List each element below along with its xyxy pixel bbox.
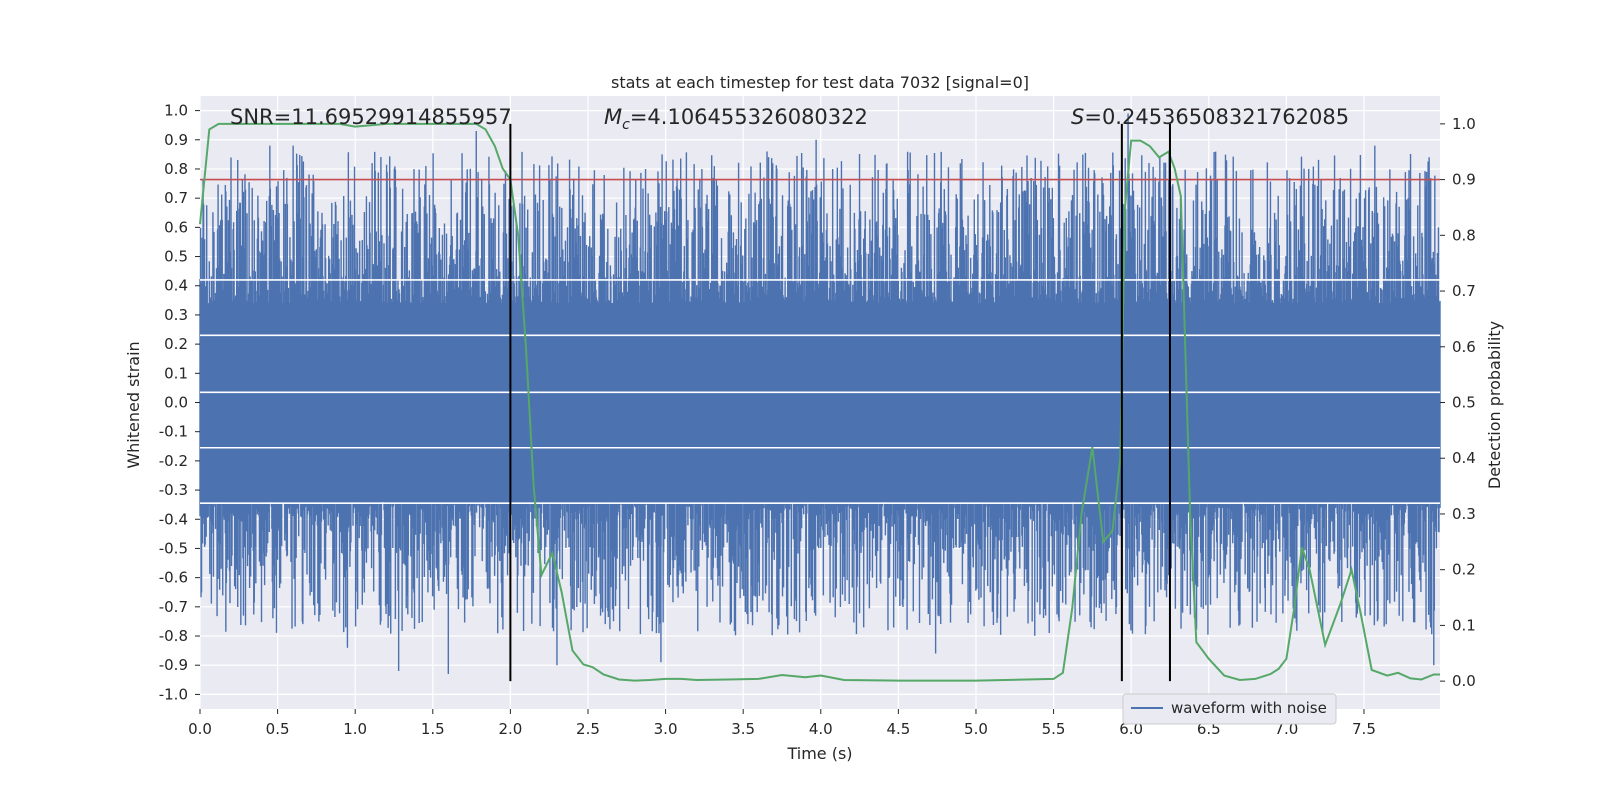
y-left-tick-label-12: -0.2 <box>159 452 188 470</box>
chirp-mass-symbol: M <box>604 105 622 129</box>
y-left-tick-label-20: -1.0 <box>159 685 188 703</box>
y-left-tick-label-17: -0.7 <box>159 598 188 616</box>
x-tick-label-6: 3.0 <box>654 720 678 738</box>
y-left-tick-label-0: 1.0 <box>164 102 188 120</box>
y-axis-left-ticks: 1.0 0.9 0.8 0.7 0.6 0.5 0.4 0.3 0.2 0.1 0.0 -0.1 -0.… <box>159 102 200 703</box>
y-left-tick-label-10: 0.0 <box>164 394 188 412</box>
y-right-tick-label-10: 0.0 <box>1452 672 1476 690</box>
probability-line <box>199 122 1440 682</box>
x-tick-label-11: 5.5 <box>1042 720 1066 738</box>
y-right-tick-label-4: 0.6 <box>1452 338 1476 356</box>
y-axis-right-ticks: 1.0 0.9 0.8 0.7 0.6 0.5 0.4 0.3 0.2 0.1 0.0 <box>1440 115 1476 690</box>
y-right-tick-label-8: 0.2 <box>1452 561 1476 579</box>
waveform-series <box>199 113 1441 674</box>
y-left-tick-label-5: 0.5 <box>164 248 188 266</box>
y-left-tick-label-15: -0.5 <box>159 539 188 557</box>
waveform-core-band <box>200 303 1440 502</box>
y-left-tick-label-18: -0.8 <box>159 627 188 645</box>
y-right-tick-label-9: 0.1 <box>1452 616 1476 634</box>
y-right-tick-label-1: 0.9 <box>1452 171 1476 189</box>
y-left-tick-label-9: 0.1 <box>164 364 188 382</box>
y-left-tick-label-19: -0.9 <box>159 656 188 674</box>
y-right-tick-label-3: 0.7 <box>1452 282 1476 300</box>
legend-box <box>1122 693 1337 725</box>
y-left-tick-label-8: 0.2 <box>164 335 188 353</box>
x-tick-label-7: 3.5 <box>731 720 755 738</box>
y-right-tick-label-5: 0.5 <box>1452 394 1476 412</box>
chirp-mass-annotation: Mc=4.106455326080322 <box>604 105 868 133</box>
y-left-tick-label-14: -0.4 <box>159 510 188 528</box>
snr-annotation: SNR=11.69529914855957 <box>230 105 512 129</box>
y-left-tick-label-4: 0.6 <box>164 218 188 236</box>
chirp-mass-subscript: c <box>622 117 630 133</box>
x-tick-label-5: 2.5 <box>576 720 600 738</box>
x-tick-label-2: 1.0 <box>343 720 367 738</box>
legend: waveform with noise <box>1122 693 1337 725</box>
y-left-tick-label-6: 0.4 <box>164 277 188 295</box>
y-axis-right-label: Detection probability <box>1485 321 1504 489</box>
s-annotation: S=0.24536508321762085 <box>1071 105 1349 129</box>
chart-title: stats at each timestep for test data 703… <box>611 73 1029 92</box>
y-left-tick-label-11: -0.1 <box>159 423 188 441</box>
x-tick-label-8: 4.0 <box>809 720 833 738</box>
x-tick-label-0: 0.0 <box>188 720 212 738</box>
y-right-tick-label-6: 0.4 <box>1452 449 1476 467</box>
s-symbol: S <box>1071 105 1084 129</box>
s-value: =0.24536508321762085 <box>1084 105 1349 129</box>
y-left-tick-label-16: -0.6 <box>159 569 188 587</box>
y-axis-left-label: Whitened strain <box>124 341 143 468</box>
y-left-tick-label-3: 0.7 <box>164 189 188 207</box>
x-tick-label-3: 1.5 <box>421 720 445 738</box>
x-tick-label-15: 7.5 <box>1352 720 1376 738</box>
probability-series <box>199 122 1440 682</box>
y-right-tick-label-2: 0.8 <box>1452 226 1476 244</box>
y-left-tick-label-13: -0.3 <box>159 481 188 499</box>
legend-label-waveform: waveform with noise <box>1171 699 1327 717</box>
y-right-tick-label-7: 0.3 <box>1452 505 1476 523</box>
x-tick-label-9: 4.5 <box>886 720 910 738</box>
x-tick-label-10: 5.0 <box>964 720 988 738</box>
x-tick-label-1: 0.5 <box>266 720 290 738</box>
y-left-tick-label-7: 0.3 <box>164 306 188 324</box>
y-left-tick-label-2: 0.8 <box>164 160 188 178</box>
x-axis-label: Time (s) <box>786 744 852 763</box>
y-right-tick-label-0: 1.0 <box>1452 115 1476 133</box>
y-left-tick-label-1: 0.9 <box>164 131 188 149</box>
vertical-markers <box>509 123 1171 682</box>
x-tick-label-4: 2.0 <box>498 720 522 738</box>
chirp-mass-value: =4.106455326080322 <box>630 105 868 129</box>
